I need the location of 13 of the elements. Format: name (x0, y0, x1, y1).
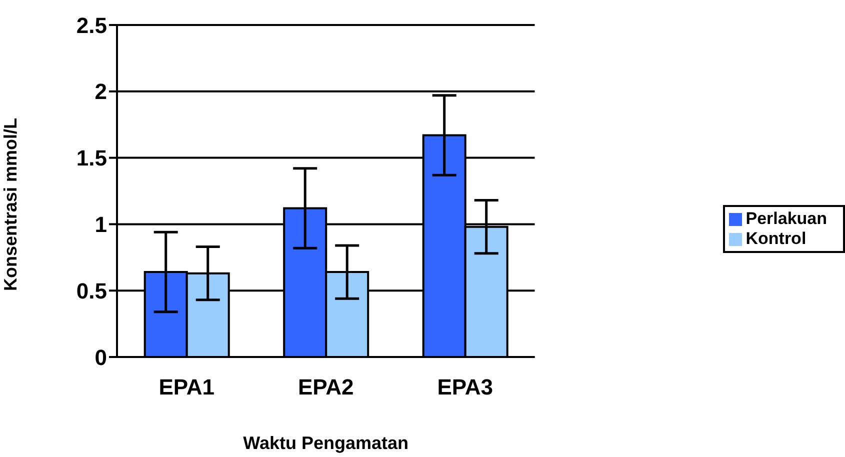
y-tick-label: 1.5 (76, 146, 107, 171)
x-tick-label: EPA1 (158, 374, 215, 400)
x-tick-label: EPA2 (298, 374, 354, 400)
y-tick-label: 0 (94, 344, 107, 370)
y-tick-label: 2 (94, 79, 107, 104)
x-axis-title: Waktu Pengamatan (243, 433, 409, 453)
y-tick-label: 2.5 (76, 12, 107, 38)
y-tick-label: 0.5 (76, 278, 107, 304)
y-tick-label: 1 (94, 212, 107, 238)
legend-label: Perlakuan (746, 208, 827, 228)
x-tick-label: EPA3 (437, 374, 494, 400)
legend-label: Kontrol (746, 228, 806, 248)
y-axis-title: Konsentrasi mmol/L (0, 118, 20, 291)
